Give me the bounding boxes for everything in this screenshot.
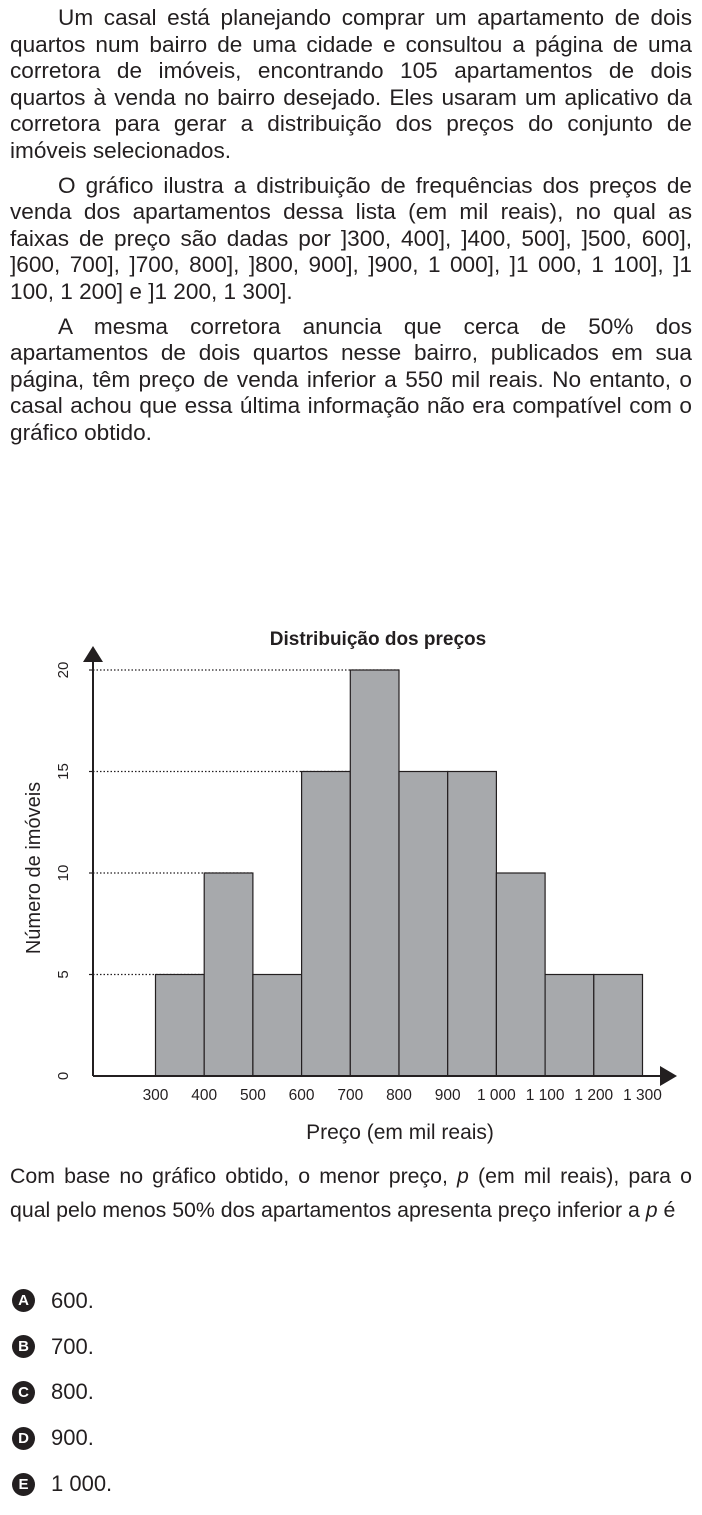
- option-text: 600.: [51, 1287, 94, 1313]
- bar-600-700: [301, 770, 351, 1077]
- y-tick-label: 5: [55, 970, 72, 978]
- bar-400-500: [203, 872, 254, 1077]
- x-tick-label: 1 000: [477, 1087, 516, 1104]
- option-text: 900.: [51, 1425, 94, 1451]
- y-tick-label: 20: [55, 662, 72, 679]
- price-histogram: Distribuição dos preços 0 5 10 15 20 300 400 5…: [0, 612, 702, 1152]
- bar-900-1000: [447, 770, 498, 1077]
- question-part-3: é: [657, 1197, 676, 1222]
- option-e[interactable]: E 1 000.: [12, 1461, 692, 1507]
- bar-700-800: [349, 669, 400, 1077]
- histogram-bars: [154, 669, 644, 1077]
- bar-500-600: [252, 973, 303, 1077]
- x-tick-label: 1 300: [623, 1087, 662, 1104]
- y-axis-arrow: [83, 646, 103, 662]
- y-tick-label: 10: [55, 865, 72, 882]
- x-tick-label: 1 100: [526, 1087, 565, 1104]
- option-text: 1 000.: [51, 1471, 113, 1497]
- problem-statement: Um casal está planejando comprar um apar…: [10, 5, 692, 455]
- option-letter-badge: B: [12, 1335, 35, 1359]
- statement-paragraph-3: A mesma corretora anuncia que cerca de 5…: [10, 313, 692, 445]
- chart-title: Distribuição dos preços: [270, 629, 486, 650]
- x-tick-label: 600: [289, 1087, 315, 1104]
- question-variable-p-2: p: [645, 1197, 658, 1222]
- option-c[interactable]: C 800.: [12, 1370, 692, 1416]
- question-part-2: (em mil reais), para o qual pelo menos 5…: [10, 1164, 692, 1222]
- bar-800-900: [398, 770, 449, 1077]
- option-text: 700.: [51, 1333, 94, 1359]
- answer-options: A 600. B 700. C 800. D 900. E 1 000.: [12, 1278, 692, 1507]
- statement-paragraph-2: O gráfico ilustra a distribuição de freq…: [10, 172, 692, 304]
- histogram-svg: Distribuição dos preços 0 5 10 15 20 300 400 5…: [23, 629, 677, 1144]
- statement-paragraph-1: Um casal está planejando comprar um apar…: [10, 5, 692, 163]
- y-tick-label: 0: [55, 1072, 72, 1080]
- x-tick-labels: 300 400 500 600 700 800 900 1 000 1 100 1 200 1 30…: [143, 1087, 663, 1104]
- axes: [83, 646, 677, 1086]
- x-tick-label: 300: [143, 1087, 169, 1104]
- option-text: 800.: [51, 1379, 94, 1405]
- x-axis-label: Preço (em mil reais): [306, 1121, 494, 1144]
- bar-1200-1300: [593, 973, 644, 1077]
- x-tick-label: 400: [191, 1087, 217, 1104]
- option-d[interactable]: D 900.: [12, 1415, 692, 1461]
- x-axis-arrow: [660, 1066, 677, 1086]
- option-b[interactable]: B 700.: [12, 1324, 692, 1370]
- x-tick-label: 500: [240, 1087, 266, 1104]
- x-tick-label: 900: [435, 1087, 461, 1104]
- bar-1100-1200: [544, 973, 595, 1077]
- option-letter-badge: D: [12, 1426, 35, 1450]
- question-text: Com base no gráfico obtido, o menor preç…: [10, 1160, 692, 1227]
- x-tick-label: 800: [386, 1087, 412, 1104]
- x-tick-label: 1 200: [574, 1087, 613, 1104]
- y-tick-labels: 0 5 10 15 20: [55, 662, 72, 1081]
- option-letter-badge: E: [12, 1472, 35, 1496]
- question-part-1: Com base no gráfico obtido, o menor preç…: [10, 1164, 458, 1188]
- question-variable-p: p: [457, 1164, 469, 1188]
- y-axis-label: Número de imóveis: [23, 782, 45, 954]
- option-letter-badge: C: [12, 1380, 35, 1404]
- option-a[interactable]: A 600.: [12, 1278, 692, 1324]
- y-tick-label: 15: [55, 763, 72, 780]
- bar-300-400: [154, 973, 205, 1077]
- x-tick-label: 700: [337, 1087, 363, 1104]
- option-letter-badge: A: [12, 1289, 35, 1313]
- bar-1000-1100: [495, 872, 546, 1077]
